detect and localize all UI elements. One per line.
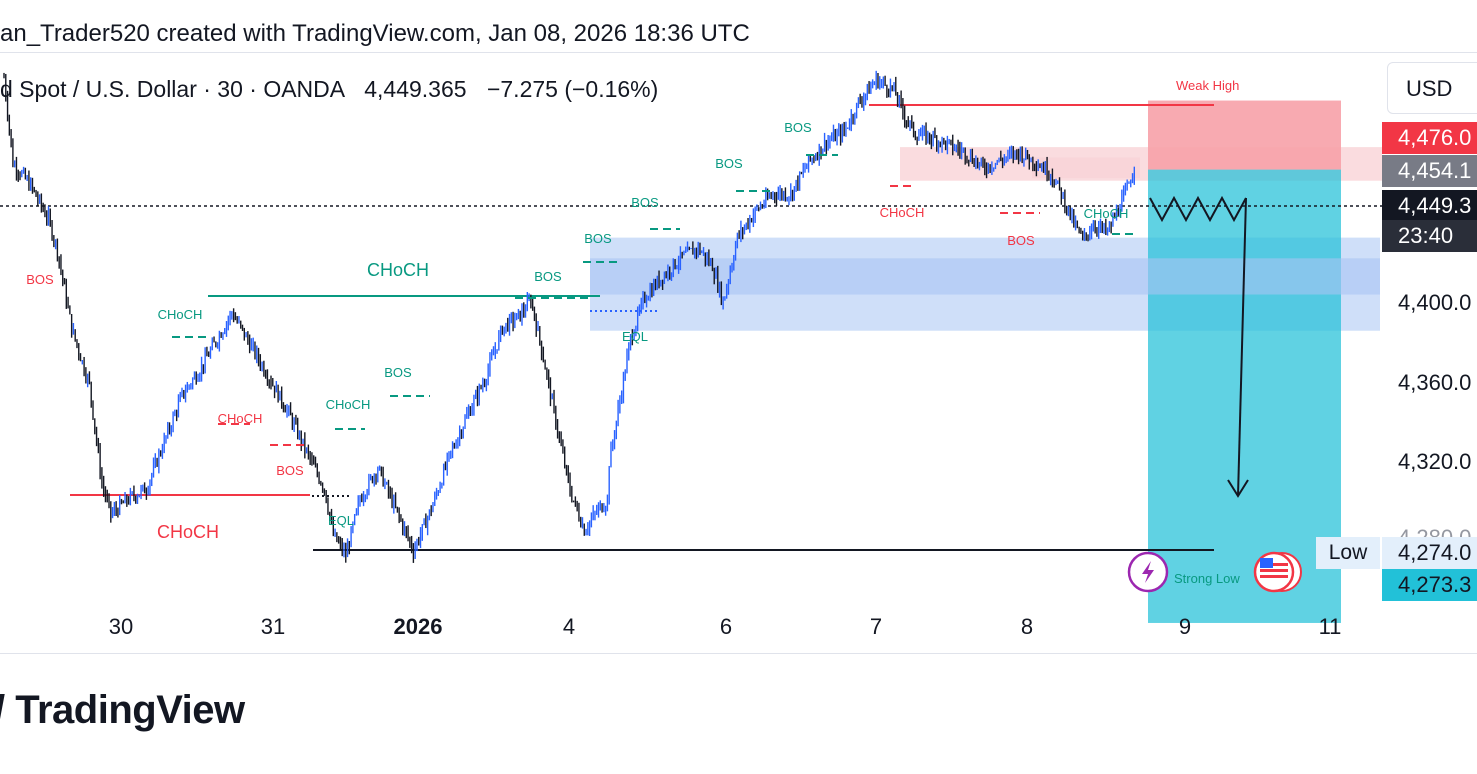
bos-label: BOS <box>384 365 412 380</box>
time-tick: 30 <box>108 614 134 639</box>
low-tag: Low <box>1316 537 1380 569</box>
footer-divider <box>0 653 1477 654</box>
choch-label: CHoCH <box>1084 206 1129 221</box>
projection-arrow <box>1237 197 1247 497</box>
choch-green-big-label: CHoCH <box>367 260 429 280</box>
price-change: −7.275 (−0.16%) <box>486 76 659 102</box>
bos-label: BOS <box>26 272 54 287</box>
bos-label: BOS <box>715 156 743 171</box>
low-price-label: 4,274.0 <box>1382 537 1477 569</box>
choch-label: CHoCH <box>218 411 263 426</box>
supply-zone-inner <box>1032 157 1140 179</box>
header-divider <box>0 52 1477 53</box>
choch-red-big-label: CHoCH <box>157 522 219 542</box>
brand-name: TradingView <box>15 688 245 732</box>
choch-label: CHoCH <box>158 307 203 322</box>
time-tick: 4 <box>562 614 576 639</box>
price-tick: 4,320.0 <box>1398 449 1472 474</box>
bos-label: BOS <box>784 120 812 135</box>
price-tick: 4,360.0 <box>1398 370 1472 395</box>
choch-label: CHoCH <box>326 397 371 412</box>
chart-caption: an_Trader520 created with TradingView.co… <box>0 20 750 47</box>
time-tick: 9 <box>1178 614 1192 639</box>
weak-high-label: Weak High <box>1176 78 1239 93</box>
time-tick: 7 <box>869 614 883 639</box>
current-price-label: 4,449.3 <box>1382 190 1477 222</box>
target-price-label: 4,273.3 <box>1382 569 1477 601</box>
time-tick: 8 <box>1020 614 1034 639</box>
strong-low-label: Strong Low <box>1174 571 1240 586</box>
stop-price-label: 4,476.0 <box>1382 122 1477 154</box>
us-flag-icon <box>1253 551 1302 593</box>
symbol-name: d Spot / U.S. Dollar · 30 · OANDA <box>0 76 344 102</box>
tradingview-logo[interactable]: / TradingView <box>0 688 245 733</box>
last-price: 4,449.365 <box>364 76 467 102</box>
time-tick: 11 <box>1318 614 1342 639</box>
candles <box>3 70 1136 563</box>
projection-zigzag <box>1149 195 1247 223</box>
eql-label: EQL <box>328 513 354 528</box>
time-tick: 6 <box>719 614 733 639</box>
price-tick: 4,400.0 <box>1398 290 1472 315</box>
bar-countdown: 23:40 <box>1382 220 1477 252</box>
bos-label: BOS <box>584 231 612 246</box>
bos-label: BOS <box>1007 233 1035 248</box>
time-tick: 31 <box>260 614 286 639</box>
choch-label: CHoCH <box>880 205 925 220</box>
price-chart[interactable]: Weak High Strong Low CHoCH CHoCH BOS BOS B… <box>0 54 1382 654</box>
eql-label: EQL <box>622 329 648 344</box>
bos-label: BOS <box>631 195 659 210</box>
logo-mark: / <box>0 688 5 732</box>
currency-button[interactable]: USD <box>1387 62 1477 114</box>
entry-price-label: 4,454.1 <box>1382 155 1477 187</box>
position-stop-zone <box>1148 100 1341 170</box>
lightning-icon <box>1127 551 1169 593</box>
bos-label: BOS <box>276 463 304 478</box>
time-tick: 2026 <box>393 614 443 639</box>
projection-arrowhead <box>1227 479 1249 498</box>
symbol-info: d Spot / U.S. Dollar · 30 · OANDA 4,449.… <box>0 76 658 103</box>
bos-label: BOS <box>534 269 562 284</box>
